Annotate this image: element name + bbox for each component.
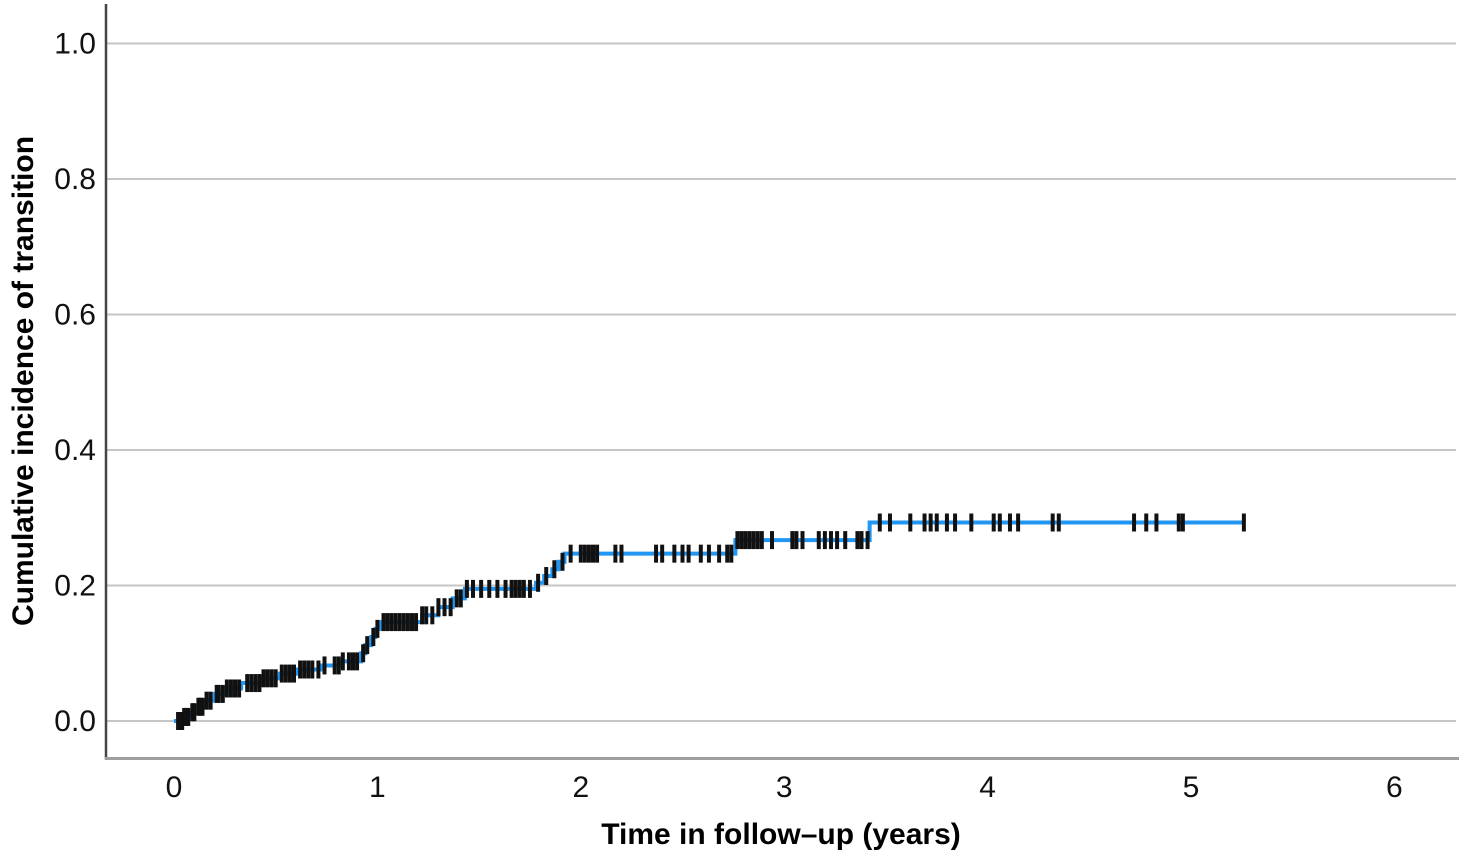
x-tick-label: 4: [979, 771, 996, 804]
y-tick-label: 0.0: [54, 705, 96, 738]
x-tick-label: 0: [166, 771, 183, 804]
x-tick-label: 5: [1183, 771, 1200, 804]
y-tick-label: 0.2: [54, 570, 96, 603]
y-tick-label: 0.4: [54, 434, 96, 467]
y-tick-label: 0.6: [54, 299, 96, 332]
censor-marks: [176, 513, 1246, 730]
y-tick-label: 0.8: [54, 163, 96, 196]
y-axis-title: Cumulative incidence of transition: [7, 135, 40, 627]
x-axis-title: Time in follow–up (years): [601, 818, 961, 851]
x-tick-label: 3: [776, 771, 793, 804]
y-tick-label: 1.0: [54, 28, 96, 61]
x-tick-label: 2: [572, 771, 589, 804]
x-tick-label: 1: [369, 771, 386, 804]
x-tick-label: 6: [1386, 771, 1403, 804]
